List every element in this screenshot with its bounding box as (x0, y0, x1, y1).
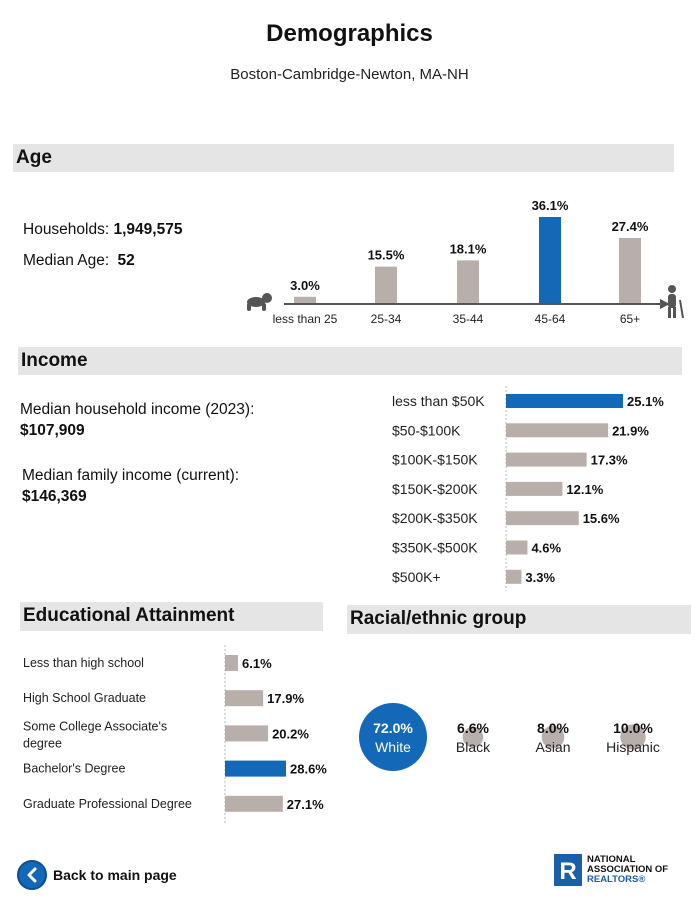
age-bar (294, 296, 316, 304)
income-bar (506, 511, 579, 526)
median-age-label: Median Age: (23, 252, 110, 269)
realtor-r-icon: R (554, 854, 582, 886)
education-bar (225, 690, 264, 707)
age-category-label: 35-44 (453, 312, 484, 326)
income-heading: Income (21, 350, 88, 371)
race-category-label: White (375, 739, 411, 755)
race-bubble (359, 703, 427, 771)
income-bar-label: 12.1% (566, 482, 603, 497)
age-category-label: 25-34 (371, 312, 402, 326)
income-bar-label: 21.9% (612, 423, 649, 438)
back-to-main-label[interactable]: Back to main page (53, 867, 177, 883)
income-bar (506, 481, 563, 496)
age-heading: Age (16, 147, 52, 168)
income-bar (506, 423, 609, 438)
education-chart: Less than high school 6.1% High School Gra… (23, 645, 327, 823)
education-bar (225, 795, 283, 812)
median-household-label: Median household income (2023): (20, 401, 255, 418)
education-category-label: Less than high school (23, 656, 144, 670)
income-bar-label: 4.6% (531, 541, 561, 556)
income-bar (506, 569, 522, 584)
race-value-label: 10.0% (613, 720, 653, 736)
back-arrow-icon[interactable] (17, 860, 47, 890)
households-value: 1,949,575 (113, 221, 183, 238)
income-bar-label: 3.3% (525, 570, 555, 585)
education-bar-label: 28.6% (290, 762, 327, 777)
households-stat: Households: 1,949,575 (23, 221, 182, 239)
income-bar (506, 394, 623, 408)
education-bar-label: 17.9% (267, 691, 304, 706)
age-bar-label: 3.0% (290, 278, 320, 293)
baby-icon (247, 293, 272, 311)
median-family-label: Median family income (current): (22, 467, 240, 484)
median-age-stat: Median Age: 52 (23, 252, 135, 270)
race-section-header: Racial/ethnic group (347, 605, 691, 634)
age-bar (375, 266, 397, 304)
age-bar (457, 260, 479, 304)
education-bar-label: 27.1% (287, 797, 324, 812)
income-category-label: $150K-$200K (392, 481, 478, 497)
income-chart: less than $50K 25.1% $50-$100K 21.9% $100K-$… (392, 386, 664, 591)
education-heading: Educational Attainment (23, 605, 235, 626)
education-category-label: Bachelor's Degree (23, 762, 125, 776)
median-family-value: $146,369 (22, 488, 87, 505)
median-household-income: Median household income (2023): $107,909 (20, 401, 254, 440)
income-category-label: $100K-$150K (392, 452, 478, 468)
race-value-label: 8.0% (537, 720, 569, 736)
age-bar (619, 237, 641, 304)
race-bubble (541, 725, 565, 749)
median-family-income: Median family income (current): $146,369 (22, 467, 239, 506)
income-bar-label: 17.3% (591, 453, 628, 468)
age-category-label: 65+ (620, 312, 640, 326)
race-value-label: 6.6% (457, 720, 489, 736)
median-household-value: $107,909 (20, 422, 85, 439)
income-category-label: $50-$100K (392, 422, 461, 438)
education-bar (225, 760, 286, 777)
income-category-label: $500K+ (392, 569, 441, 585)
age-section-header: Age (13, 144, 674, 172)
race-bubble (462, 726, 484, 748)
race-category-label: Hispanic (606, 739, 660, 755)
nar-logo: R NATIONAL ASSOCIATION OF REALTORS® (554, 854, 668, 886)
back-to-main-button[interactable]: Back to main page (17, 860, 177, 890)
age-bar-label: 27.4% (612, 219, 649, 234)
education-category-label: High School Graduate (23, 691, 146, 705)
education-bar (225, 655, 239, 671)
income-bar (506, 540, 528, 555)
education-category-label: Graduate Professional Degree (23, 797, 192, 811)
age-bar (539, 217, 561, 304)
households-label: Households: (23, 221, 110, 238)
age-category-label: 45-64 (535, 312, 566, 326)
race-category-label: Black (456, 739, 491, 755)
income-bar (506, 452, 587, 467)
age-bar-label: 15.5% (368, 248, 405, 263)
income-section-header: Income (18, 347, 682, 375)
income-category-label: $200K-$350K (392, 510, 478, 526)
race-value-label: 72.0% (373, 720, 413, 736)
income-bar-label: 25.1% (627, 394, 664, 409)
education-bar-label: 6.1% (242, 656, 272, 671)
education-category-label: Some College Associate's degree (23, 719, 167, 750)
education-bar (225, 725, 269, 742)
income-category-label: less than $50K (392, 393, 485, 409)
elderly-icon (668, 285, 684, 319)
age-bar-label: 36.1% (532, 198, 569, 213)
race-category-label: Asian (535, 739, 570, 755)
median-age-value: 52 (117, 252, 135, 269)
age-category-label: less than 25 (273, 312, 338, 326)
race-bubble (620, 724, 646, 750)
race-heading: Racial/ethnic group (350, 608, 527, 629)
education-bar-label: 20.2% (272, 726, 309, 741)
age-axis-arrowhead (660, 299, 670, 309)
page-subtitle: Boston-Cambridge-Newton, MA-NH (230, 66, 469, 83)
age-chart: 3.0% less than 25 15.5% 25-34 18.1% 35-44 36.1… (247, 198, 684, 326)
nar-logo-text: NATIONAL ASSOCIATION OF REALTORS® (587, 854, 669, 885)
income-bar-label: 15.6% (583, 511, 620, 526)
age-bar-label: 18.1% (450, 241, 487, 256)
income-category-label: $350K-$500K (392, 540, 478, 556)
race-chart: 72.0% White 6.6% Black 8.0% Asian 10.0% Hispani… (359, 703, 660, 771)
page-title: Demographics (266, 20, 433, 47)
education-section-header: Educational Attainment (20, 602, 323, 631)
